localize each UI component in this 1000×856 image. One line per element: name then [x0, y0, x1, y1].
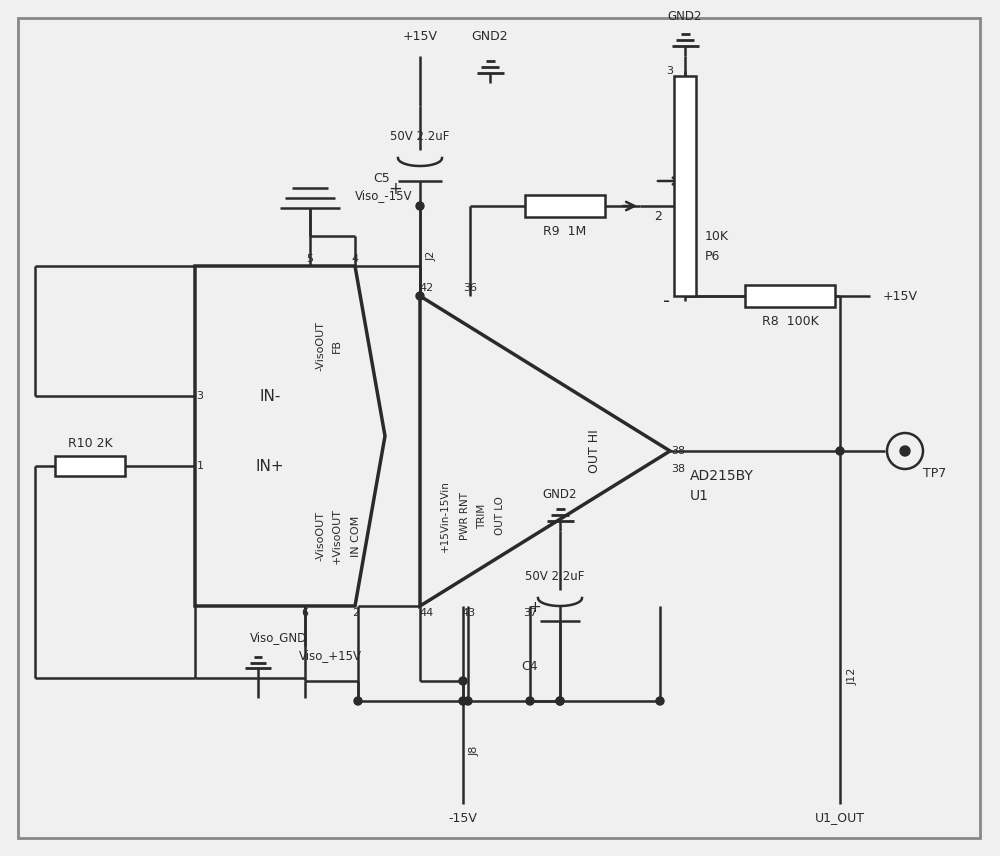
Text: P6: P6 — [705, 249, 720, 263]
Text: 2: 2 — [654, 210, 662, 223]
Circle shape — [464, 697, 472, 705]
Text: +15Vin-15Vin: +15Vin-15Vin — [440, 480, 450, 552]
Circle shape — [416, 292, 424, 300]
Text: 10K: 10K — [705, 229, 729, 242]
Text: GND2: GND2 — [543, 488, 577, 501]
Text: 44: 44 — [420, 608, 434, 618]
Text: -: - — [663, 292, 671, 311]
Text: TRIM: TRIM — [477, 503, 487, 529]
Circle shape — [526, 697, 534, 705]
Text: +: + — [388, 180, 402, 198]
Text: 4: 4 — [351, 254, 359, 264]
Text: +VisoOUT: +VisoOUT — [332, 508, 342, 564]
Text: 5: 5 — [306, 254, 314, 264]
Text: 37: 37 — [523, 608, 537, 618]
Text: C4: C4 — [522, 659, 538, 673]
Text: GND2: GND2 — [472, 29, 508, 43]
Text: +: + — [529, 601, 541, 615]
Text: +15V: +15V — [883, 289, 918, 302]
Text: +15V: +15V — [402, 29, 438, 43]
Text: IN-: IN- — [259, 389, 281, 403]
Text: 50V 2.2uF: 50V 2.2uF — [525, 569, 585, 582]
Text: 6: 6 — [302, 608, 308, 618]
Text: OUT LO: OUT LO — [495, 496, 505, 536]
Text: 42: 42 — [420, 283, 434, 293]
Text: J2: J2 — [427, 251, 437, 261]
Text: 38: 38 — [671, 464, 685, 474]
Circle shape — [556, 697, 564, 705]
Circle shape — [416, 202, 424, 210]
Text: PWR RNT: PWR RNT — [460, 492, 470, 540]
Text: FB: FB — [332, 339, 342, 353]
Text: 36: 36 — [463, 283, 477, 293]
Text: 43: 43 — [461, 608, 475, 618]
Text: Viso_GND: Viso_GND — [250, 632, 307, 645]
Text: 50V 2.2uF: 50V 2.2uF — [390, 129, 450, 142]
Text: R9  1M: R9 1M — [543, 224, 587, 237]
Text: J12: J12 — [848, 668, 858, 685]
Text: OUT HI: OUT HI — [588, 429, 602, 473]
Circle shape — [459, 697, 467, 705]
Text: GND2: GND2 — [668, 9, 702, 22]
Text: -VisoOUT: -VisoOUT — [315, 511, 325, 561]
Text: Viso_+15V: Viso_+15V — [298, 650, 362, 663]
Text: IN+: IN+ — [256, 459, 284, 473]
Text: 38: 38 — [671, 446, 685, 456]
Bar — [525, 195, 605, 217]
Text: TP7: TP7 — [923, 467, 947, 479]
Text: J8: J8 — [470, 746, 480, 756]
Circle shape — [556, 697, 564, 705]
Bar — [745, 285, 835, 307]
Bar — [55, 456, 125, 476]
Text: IN COM: IN COM — [351, 515, 361, 556]
Text: R8  100K: R8 100K — [762, 314, 818, 328]
Bar — [674, 76, 696, 296]
Circle shape — [900, 446, 910, 456]
Text: U1: U1 — [690, 489, 709, 503]
Text: 3: 3 — [666, 66, 674, 76]
Text: -VisoOUT: -VisoOUT — [315, 321, 325, 371]
Text: U1_OUT: U1_OUT — [815, 811, 865, 824]
Text: C5: C5 — [373, 171, 390, 185]
Text: Viso_-15V: Viso_-15V — [355, 189, 413, 203]
Text: -15V: -15V — [449, 811, 477, 824]
Circle shape — [656, 697, 664, 705]
Circle shape — [459, 677, 467, 685]
Text: 2: 2 — [352, 608, 360, 618]
Text: 1: 1 — [196, 461, 204, 471]
Text: 3: 3 — [196, 391, 204, 401]
Circle shape — [354, 697, 362, 705]
Circle shape — [836, 447, 844, 455]
Text: R10 2K: R10 2K — [68, 437, 112, 449]
Text: AD215BY: AD215BY — [690, 469, 754, 483]
